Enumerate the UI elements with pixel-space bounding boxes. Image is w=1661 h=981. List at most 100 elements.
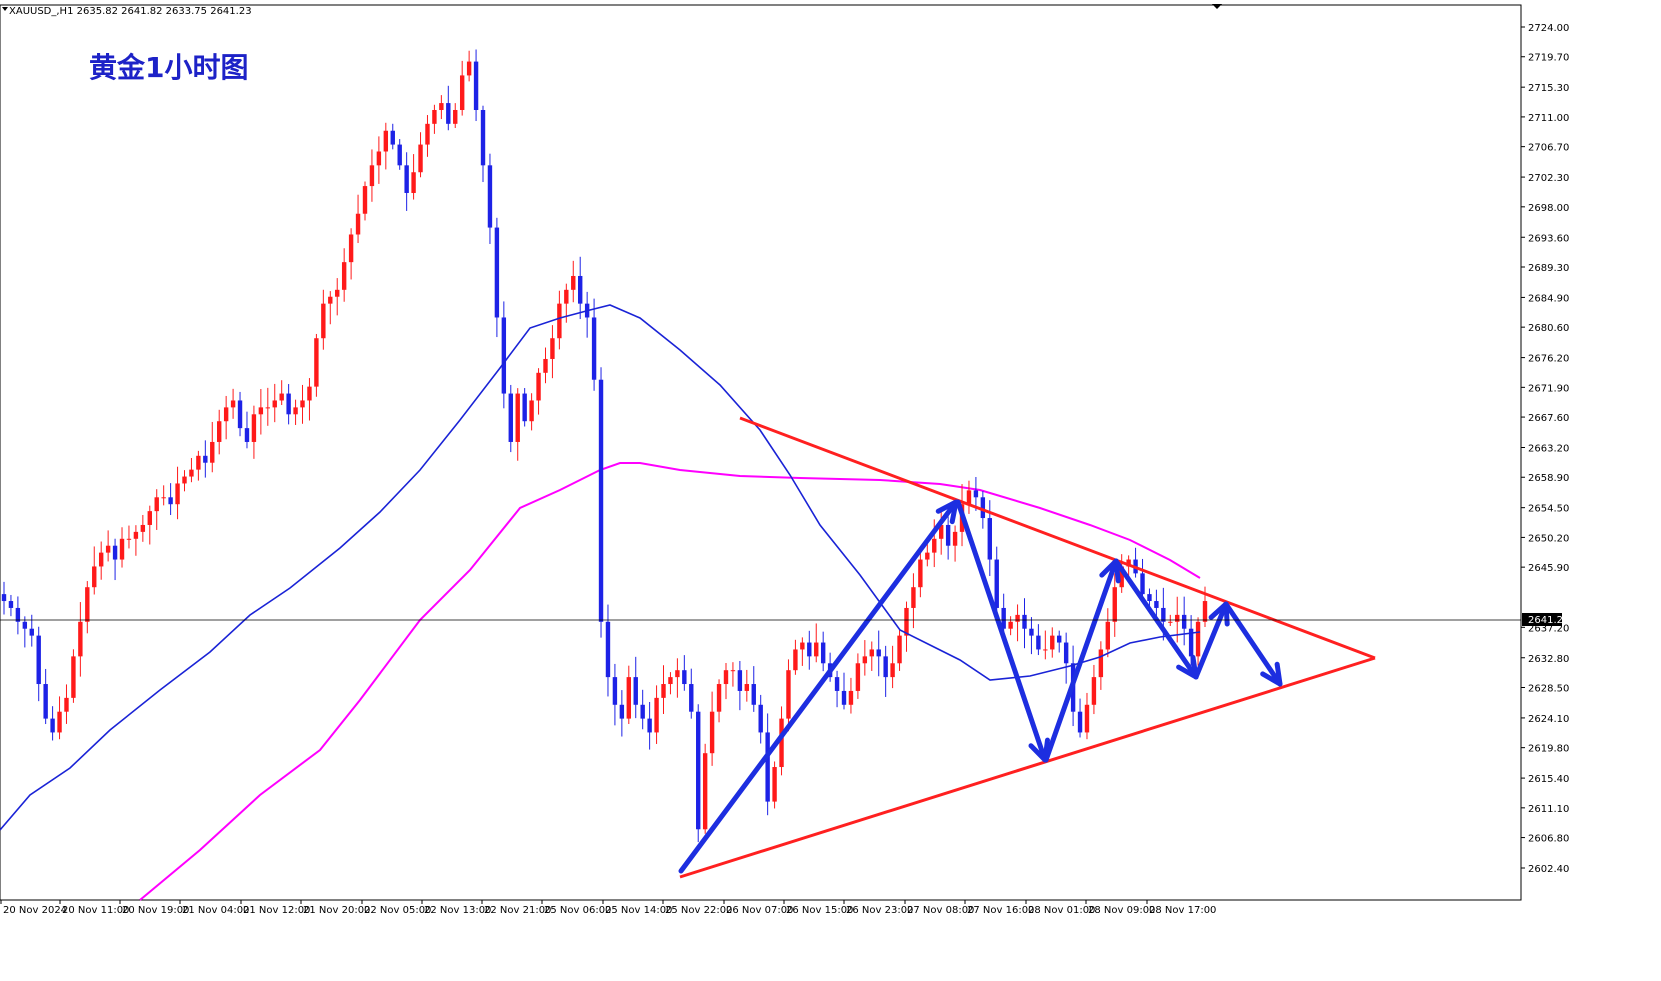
arrow-shaft — [1113, 558, 1199, 680]
candle-body — [605, 621, 611, 678]
candle-body — [543, 358, 548, 373]
candle-body — [626, 677, 631, 719]
arrow-shaft — [678, 499, 959, 874]
candle-body — [57, 711, 62, 733]
time-tick-label: 20 Nov 11:00 — [62, 905, 129, 916]
resistance-line — [739, 416, 1376, 660]
time-tick-label: 21 Nov 20:00 — [303, 905, 370, 916]
candle-body — [404, 165, 409, 193]
candle-body — [244, 428, 250, 442]
candle-body — [71, 656, 76, 698]
price-tick-label: 2676.20 — [1528, 354, 1569, 365]
price-tick-label: 2637.20 — [1528, 623, 1569, 634]
time-tick-label: 20 Nov 19:00 — [122, 905, 189, 916]
candle-body — [661, 684, 666, 698]
time-tick-label: 21 Nov 04:00 — [182, 905, 249, 916]
candle-body — [98, 552, 104, 567]
time-tick-label: 26 Nov 07:00 — [726, 905, 793, 916]
candle-body — [1029, 628, 1034, 636]
candle-body — [182, 476, 187, 484]
candle-body — [397, 144, 402, 166]
symbol-ohlc-label: XAUUSD_,H1 2635.82 2641.82 2633.75 2641.… — [9, 6, 252, 17]
candle-body — [508, 393, 513, 442]
candle-body — [772, 767, 777, 802]
price-tick-label: 2663.20 — [1528, 444, 1569, 455]
candle-body — [1112, 587, 1117, 622]
candle-body — [425, 123, 430, 145]
candle-body — [1140, 573, 1145, 595]
candle-body — [848, 690, 854, 705]
candle-body — [897, 635, 902, 664]
candle-body — [994, 559, 999, 608]
candle-body — [932, 538, 937, 553]
ma-slow-path — [139, 462, 1201, 901]
candle-body — [15, 607, 21, 622]
candle-body — [473, 61, 479, 110]
candle-body — [335, 289, 340, 297]
time-tick-label: 27 Nov 16:00 — [967, 905, 1034, 916]
candle-body — [952, 531, 958, 546]
candle-body — [50, 718, 55, 733]
candle-body — [709, 711, 715, 754]
candle-body — [362, 186, 368, 214]
candle-body — [459, 75, 465, 110]
candle-body — [223, 407, 229, 422]
candle-body — [883, 656, 888, 678]
candle-body — [682, 670, 687, 685]
ma-fast-path — [0, 304, 1201, 831]
candle-body — [161, 497, 166, 499]
price-tick-label: 2680.60 — [1528, 323, 1569, 334]
price-tick-label: 2671.90 — [1528, 383, 1569, 394]
candle-body — [29, 628, 34, 636]
candle-body — [571, 275, 576, 290]
candle-body — [1154, 601, 1159, 608]
candle-body — [807, 642, 812, 657]
candle-body — [918, 559, 923, 588]
candle-body — [321, 303, 326, 339]
arrow-head-icon — [1260, 661, 1283, 687]
candle-body — [515, 393, 520, 442]
candle-body — [43, 684, 48, 719]
time-tick-label: 26 Nov 15:00 — [786, 905, 853, 916]
candle-body — [119, 538, 125, 560]
candle-body — [439, 103, 444, 110]
candle-body — [446, 103, 451, 124]
candle-body — [1168, 621, 1173, 623]
arrow-shaft — [1223, 601, 1283, 687]
candle-body — [112, 545, 118, 560]
candle-body — [536, 372, 541, 401]
candle-body — [168, 497, 173, 505]
candle-body — [272, 400, 277, 408]
time-tick-label: 28 Nov 01:00 — [1028, 905, 1095, 916]
candle-body — [175, 483, 180, 505]
price-tick-label: 2684.90 — [1528, 293, 1569, 304]
candle-body — [557, 303, 562, 339]
candle-body — [945, 524, 951, 546]
price-tick-label: 2667.60 — [1528, 413, 1569, 424]
candle-body — [716, 684, 722, 712]
time-tick-label: 28 Nov 09:00 — [1088, 905, 1155, 916]
shift-marker-icon[interactable] — [1212, 4, 1222, 9]
time-tick-label: 20 Nov 2024 — [3, 905, 67, 916]
candle-body — [196, 455, 201, 470]
candle-body — [890, 663, 895, 678]
candle-body — [105, 545, 111, 553]
candle-body — [522, 393, 527, 422]
candle-body — [966, 490, 972, 505]
candle-body — [814, 642, 819, 657]
candle-body — [265, 407, 271, 409]
candle-body — [390, 130, 395, 145]
candle-body — [279, 393, 284, 401]
candle-body — [348, 234, 354, 263]
candle-body — [737, 670, 743, 691]
candle-body — [36, 635, 41, 685]
arrow-shaft — [955, 499, 1048, 763]
candle-body — [432, 109, 437, 124]
candle-body — [494, 227, 500, 318]
candle-body — [1008, 621, 1013, 629]
candle-body — [744, 684, 750, 691]
price-tick-label: 2693.60 — [1528, 233, 1569, 244]
candle-body — [973, 490, 979, 498]
